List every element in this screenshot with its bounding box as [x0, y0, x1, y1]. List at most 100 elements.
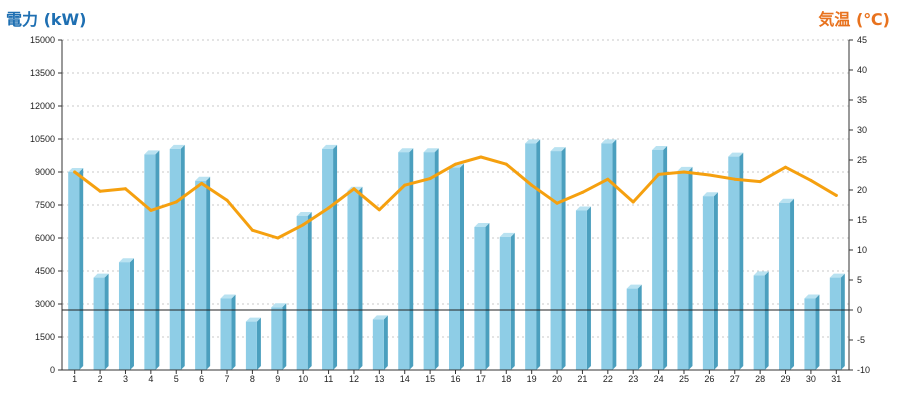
bar-front [626, 288, 638, 370]
x-tick-label: 14 [400, 374, 410, 384]
x-tick-label: 19 [527, 374, 537, 384]
bar-top [779, 198, 795, 203]
bar [779, 198, 795, 370]
temperature-point [352, 187, 356, 191]
bar-side [409, 148, 414, 370]
x-tick-label: 17 [476, 374, 486, 384]
x-tick-label: 10 [298, 374, 308, 384]
left-tick-label: 13500 [30, 68, 55, 78]
bar-side [663, 146, 668, 370]
bar-top [372, 315, 388, 320]
bar [525, 139, 541, 370]
bar-front [220, 298, 232, 370]
left-tick-label: 6000 [35, 233, 55, 243]
x-tick-label: 30 [806, 374, 816, 384]
bar-top [68, 168, 84, 172]
bar [271, 303, 287, 370]
temperature-point [174, 200, 178, 204]
right-tick-label: 40 [857, 65, 867, 75]
temperature-point [606, 177, 610, 181]
right-tick-label: 30 [857, 125, 867, 135]
left-tick-label: 3000 [35, 299, 55, 309]
bar-side [586, 206, 591, 370]
left-axis-title: 電力 (kW) [6, 10, 87, 29]
x-tick-label: 16 [450, 374, 460, 384]
bar-side [815, 294, 820, 370]
temperature-point [504, 162, 508, 166]
bar-side [434, 148, 439, 370]
bar [296, 212, 312, 370]
bar-front [728, 156, 740, 370]
left-tick-label: 0 [50, 365, 55, 375]
temperature-point [73, 170, 77, 174]
bar-side [206, 176, 211, 370]
bar-front [804, 298, 816, 370]
bar [398, 148, 414, 370]
bar [220, 294, 236, 370]
bar [550, 147, 566, 370]
bar-front [677, 170, 689, 370]
bar-side [333, 144, 338, 370]
temperature-point [200, 181, 204, 185]
x-tick-label: 24 [654, 374, 664, 384]
left-tick-label: 1500 [35, 332, 55, 342]
bar-top [575, 206, 591, 211]
bar-front [499, 236, 511, 370]
bar-side [612, 139, 617, 370]
bar-top [474, 223, 490, 227]
bar-side [485, 223, 490, 370]
x-tick-label: 9 [275, 374, 280, 384]
bar [322, 144, 338, 370]
bar-side [460, 163, 464, 370]
bar-side [739, 152, 744, 370]
x-tick-label: 6 [199, 374, 204, 384]
bar-top [829, 273, 845, 278]
bar-front [322, 148, 334, 370]
axes [58, 39, 853, 374]
x-tick-label: 21 [577, 374, 587, 384]
right-tick-label: 35 [857, 95, 867, 105]
bar-top [245, 317, 261, 322]
bar [423, 148, 439, 370]
bar-top [499, 232, 515, 237]
bar-front [575, 210, 587, 370]
bar-front [144, 154, 156, 370]
bar [144, 150, 160, 370]
bar-top [525, 139, 541, 144]
bar-top [169, 144, 185, 149]
temperature-point [479, 155, 483, 159]
bar [474, 223, 490, 370]
x-tick-label: 28 [755, 374, 765, 384]
x-tick-label: 11 [324, 374, 333, 384]
left-tick-label: 10500 [30, 134, 55, 144]
temperature-point [454, 162, 457, 166]
bar-side [180, 144, 185, 370]
x-tick-label: 26 [704, 374, 714, 384]
temperature-point [707, 173, 711, 177]
x-tick-label: 18 [501, 374, 511, 384]
temperature-point [834, 193, 838, 197]
bar-top [626, 284, 642, 289]
x-tick-label: 25 [679, 374, 689, 384]
bar [118, 258, 134, 370]
temperature-point [250, 228, 254, 232]
bar-front [347, 190, 359, 370]
right-tick-label: 25 [857, 155, 867, 165]
bar [347, 186, 363, 370]
bar-top [423, 148, 439, 153]
x-tick-label: 20 [552, 374, 562, 384]
temperature-point [809, 178, 813, 182]
temperature-point [657, 172, 661, 176]
bar-side [79, 168, 84, 370]
bar-top [195, 176, 211, 181]
bar [652, 146, 668, 370]
bar-side [358, 186, 363, 370]
x-tick-label: 22 [603, 374, 613, 384]
bar-front [398, 152, 410, 370]
bar-side [383, 315, 388, 370]
temperature-point [682, 170, 686, 174]
bar-side [510, 232, 515, 370]
bar [626, 284, 642, 370]
bar [195, 176, 211, 370]
